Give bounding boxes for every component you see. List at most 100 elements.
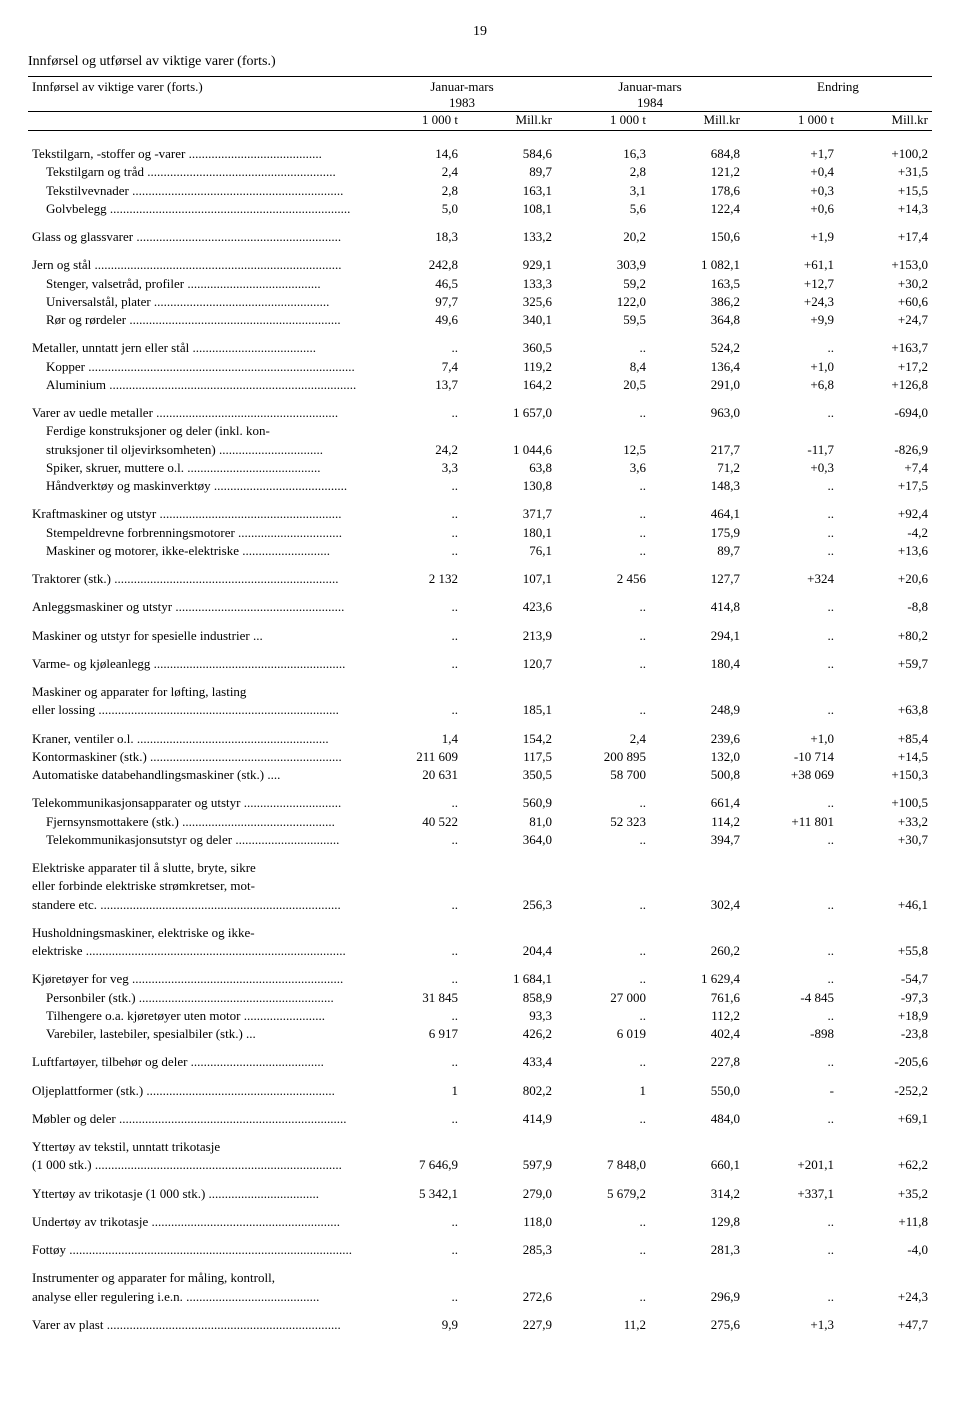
cell-value: 1 684,1 — [462, 970, 556, 988]
row-label: Stenger, valsetråd, profiler ...........… — [28, 275, 368, 293]
row-label: Kopper .................................… — [28, 358, 368, 376]
table-row: Stenger, valsetråd, profiler ...........… — [28, 275, 932, 293]
table-row: Luftfartøyer, tilbehør og deler ........… — [28, 1053, 932, 1071]
cell-value: 136,4 — [650, 358, 744, 376]
row-label: Metaller, unntatt jern eller stål ......… — [28, 339, 368, 357]
cell-value: +0,3 — [744, 459, 838, 477]
cell-value: 185,1 — [462, 701, 556, 719]
cell-value: .. — [368, 404, 462, 422]
cell-value: +1,7 — [744, 145, 838, 163]
cell-value: 204,4 — [462, 942, 556, 960]
table-row: Maskiner og utstyr for spesielle industr… — [28, 627, 932, 645]
cell-value: +24,3 — [744, 293, 838, 311]
row-label: elektriske .............................… — [28, 942, 368, 960]
cell-value: 394,7 — [650, 831, 744, 849]
row-label: Luftfartøyer, tilbehør og deler ........… — [28, 1053, 368, 1071]
cell-value — [838, 1269, 932, 1287]
row-label: Undertøy av trikotasje .................… — [28, 1213, 368, 1231]
row-label: Anleggsmaskiner og utstyr ..............… — [28, 598, 368, 616]
cell-value: .. — [368, 831, 462, 849]
cell-value: +69,1 — [838, 1110, 932, 1128]
table-row: Stempeldrevne forbrenningsmotorer ......… — [28, 524, 932, 542]
cell-value: 761,6 — [650, 989, 744, 1007]
unit-header: 1 000 t — [368, 112, 462, 128]
cell-value: .. — [556, 598, 650, 616]
cell-value: 414,8 — [650, 598, 744, 616]
cell-value: 46,5 — [368, 275, 462, 293]
row-label: Automatiske databehandlingsmaskiner (stk… — [28, 766, 368, 784]
period-header: Januar-mars — [368, 79, 556, 95]
cell-value: 3,3 — [368, 459, 462, 477]
cell-value: +153,0 — [838, 256, 932, 274]
cell-value: - — [744, 1082, 838, 1100]
table-row: Kraftmaskiner og utstyr ................… — [28, 505, 932, 523]
cell-value: .. — [368, 1241, 462, 1259]
row-label: Stempeldrevne forbrenningsmotorer ......… — [28, 524, 368, 542]
cell-value: 6 019 — [556, 1025, 650, 1043]
cell-value: -4,2 — [838, 524, 932, 542]
cell-value: 325,6 — [462, 293, 556, 311]
cell-value: 93,3 — [462, 1007, 556, 1025]
year-header: 1983 — [368, 95, 556, 111]
cell-value: 433,4 — [462, 1053, 556, 1071]
table-row: Husholdningsmaskiner, elektriske og ikke… — [28, 924, 932, 942]
cell-value: .. — [368, 477, 462, 495]
cell-value: 217,7 — [650, 441, 744, 459]
cell-value: 7,4 — [368, 358, 462, 376]
cell-value — [462, 422, 556, 440]
cell-value: 294,1 — [650, 627, 744, 645]
cell-value: .. — [744, 404, 838, 422]
cell-value: +33,2 — [838, 813, 932, 831]
row-label: Møbler og deler ........................… — [28, 1110, 368, 1128]
cell-value: .. — [556, 794, 650, 812]
cell-value: +126,8 — [838, 376, 932, 394]
cell-value: 6 917 — [368, 1025, 462, 1043]
row-label: Tekstilvevnader ........................… — [28, 182, 368, 200]
cell-value — [838, 877, 932, 895]
table-row: Varer av uedle metaller ................… — [28, 404, 932, 422]
cell-value — [650, 924, 744, 942]
period-header: Januar-mars — [556, 79, 744, 95]
table-header: Innførsel av viktige varer (forts.) Janu… — [28, 76, 932, 131]
table-row: Aluminium ..............................… — [28, 376, 932, 394]
cell-value: .. — [556, 524, 650, 542]
cell-value: 500,8 — [650, 766, 744, 784]
cell-value — [462, 859, 556, 877]
cell-value: .. — [744, 1241, 838, 1259]
cell-value: 211 609 — [368, 748, 462, 766]
cell-value: 31 845 — [368, 989, 462, 1007]
cell-value: .. — [368, 896, 462, 914]
cell-value: 49,6 — [368, 311, 462, 329]
row-label: Yttertøy av trikotasje (1 000 stk.) ....… — [28, 1185, 368, 1203]
cell-value: .. — [744, 477, 838, 495]
cell-value: +92,4 — [838, 505, 932, 523]
cell-value: 213,9 — [462, 627, 556, 645]
cell-value: 364,0 — [462, 831, 556, 849]
cell-value: .. — [556, 896, 650, 914]
cell-value: 2,4 — [368, 163, 462, 181]
cell-value: .. — [556, 339, 650, 357]
cell-value: 59,5 — [556, 311, 650, 329]
cell-value: +7,4 — [838, 459, 932, 477]
table-row: Yttertøy av tekstil, unntatt trikotasje — [28, 1138, 932, 1156]
table-row: Golvbelegg .............................… — [28, 200, 932, 218]
table-row: Varebiler, lastebiler, spesialbiler (stk… — [28, 1025, 932, 1043]
cell-value — [368, 1269, 462, 1287]
table-row: Rør og rørdeler ........................… — [28, 311, 932, 329]
table-row: Yttertøy av trikotasje (1 000 stk.) ....… — [28, 1185, 932, 1203]
row-label: Rør og rørdeler ........................… — [28, 311, 368, 329]
cell-value: 13,7 — [368, 376, 462, 394]
cell-value: 2,8 — [556, 163, 650, 181]
cell-value — [838, 924, 932, 942]
table-row: eller lossing ..........................… — [28, 701, 932, 719]
cell-value: 302,4 — [650, 896, 744, 914]
cell-value: 242,8 — [368, 256, 462, 274]
cell-value: 127,7 — [650, 570, 744, 588]
cell-value: .. — [556, 1007, 650, 1025]
table-row: Maskiner og apparater for løfting, lasti… — [28, 683, 932, 701]
table-row: Undertøy av trikotasje .................… — [28, 1213, 932, 1231]
cell-value: .. — [556, 942, 650, 960]
row-label: Personbiler (stk.) .....................… — [28, 989, 368, 1007]
table-row: Automatiske databehandlingsmaskiner (stk… — [28, 766, 932, 784]
table-row: Håndverktøy og maskinverktøy ...........… — [28, 477, 932, 495]
